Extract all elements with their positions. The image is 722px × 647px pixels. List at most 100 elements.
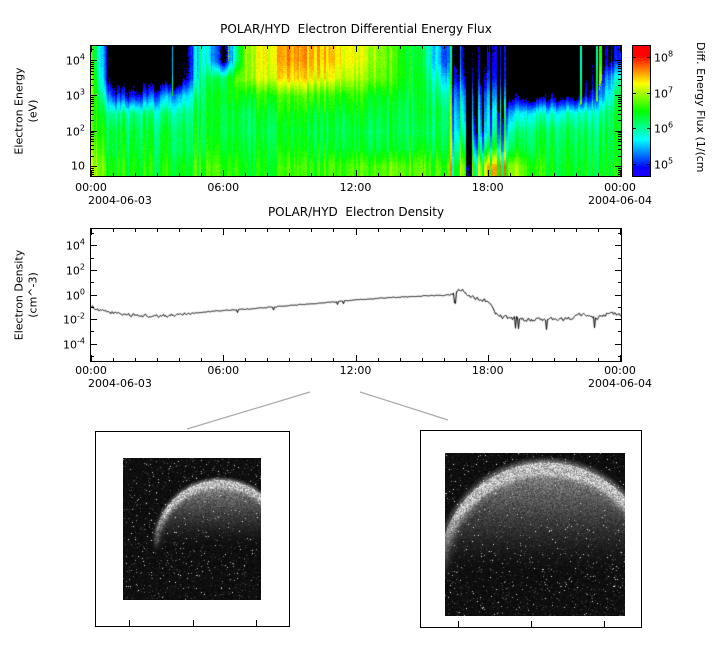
connector-line-right — [359, 391, 449, 421]
x-major-tick — [356, 355, 357, 361]
x-major-tick — [91, 355, 92, 361]
spectrogram-canvas — [91, 46, 621, 176]
y-minor-tick — [618, 114, 621, 115]
spectrogram-y-axis-label-line2: (eV) — [27, 99, 40, 123]
x-major-tick — [223, 170, 224, 176]
x-major-tick — [620, 170, 621, 176]
x-minor-tick — [201, 173, 202, 176]
y-minor-tick — [618, 110, 621, 111]
y-minor-tick — [91, 74, 94, 75]
x-tick-label: 00:00 — [75, 181, 107, 194]
y-minor-tick — [618, 132, 621, 133]
y-minor-tick — [618, 174, 621, 175]
x-minor-tick — [311, 173, 312, 176]
x-minor-tick — [422, 358, 423, 361]
x-minor-tick — [422, 173, 423, 176]
y-minor-tick — [618, 101, 621, 102]
y-minor-tick — [618, 66, 621, 67]
y-major-tick — [615, 270, 621, 271]
y-tick-label: 104 — [65, 237, 85, 253]
colorbar-axis-label: Diff. Energy Flux (1/(cm — [694, 42, 707, 173]
x-tick-label: 00:00 — [75, 364, 107, 377]
frame-tick — [193, 620, 194, 626]
y-tick-label: 104 — [65, 52, 85, 68]
y-tick-label: 102 — [65, 123, 85, 139]
y-minor-tick — [91, 156, 94, 157]
y-minor-tick — [91, 101, 94, 102]
y-tick-label: 100 — [65, 287, 85, 303]
spectrogram-end-date: 2004-06-04 — [588, 194, 652, 207]
colorbar-tick — [633, 128, 636, 129]
y-minor-tick — [91, 307, 94, 308]
y-minor-tick — [91, 282, 94, 283]
y-minor-tick — [91, 97, 94, 98]
y-minor-tick — [91, 106, 94, 107]
y-major-tick — [615, 166, 621, 167]
x-minor-tick — [532, 173, 533, 176]
y-major-tick — [91, 131, 97, 132]
x-major-tick — [91, 229, 92, 235]
x-minor-tick — [510, 46, 511, 49]
x-minor-tick — [510, 358, 511, 361]
density-end-date: 2004-06-04 — [588, 377, 652, 390]
x-minor-tick — [333, 229, 334, 232]
x-major-tick — [223, 355, 224, 361]
x-minor-tick — [311, 46, 312, 49]
y-minor-tick — [618, 74, 621, 75]
x-minor-tick — [179, 358, 180, 361]
y-minor-tick — [91, 233, 94, 234]
x-major-tick — [488, 46, 489, 52]
y-minor-tick — [618, 97, 621, 98]
x-minor-tick — [245, 358, 246, 361]
y-major-tick — [91, 245, 97, 246]
x-minor-tick — [157, 46, 158, 49]
y-major-tick — [91, 295, 97, 296]
x-minor-tick — [157, 173, 158, 176]
y-minor-tick — [91, 66, 94, 67]
x-minor-tick — [179, 229, 180, 232]
x-minor-tick — [113, 46, 114, 49]
frame-tick — [458, 621, 459, 627]
x-minor-tick — [400, 229, 401, 232]
y-minor-tick — [91, 139, 94, 140]
x-major-tick — [620, 355, 621, 361]
x-minor-tick — [400, 173, 401, 176]
x-minor-tick — [422, 46, 423, 49]
y-minor-tick — [91, 174, 94, 175]
x-minor-tick — [400, 46, 401, 49]
colorbar-tick-label: 106 — [654, 120, 674, 136]
y-minor-tick — [618, 149, 621, 150]
density-y-axis-label-line2: (cm^-3) — [27, 272, 40, 318]
y-minor-tick — [618, 79, 621, 80]
x-minor-tick — [267, 358, 268, 361]
frame-tick — [531, 621, 532, 627]
x-minor-tick — [135, 229, 136, 232]
y-minor-tick — [91, 134, 94, 135]
x-minor-tick — [333, 358, 334, 361]
y-minor-tick — [91, 64, 94, 65]
y-minor-tick — [91, 145, 94, 146]
x-major-tick — [356, 229, 357, 235]
x-minor-tick — [598, 229, 599, 232]
y-major-tick — [91, 95, 97, 96]
x-minor-tick — [598, 46, 599, 49]
x-minor-tick — [444, 46, 445, 49]
colorbar-tick — [647, 128, 650, 129]
x-tick-label: 00:00 — [604, 364, 636, 377]
x-minor-tick — [201, 229, 202, 232]
y-minor-tick — [91, 168, 94, 169]
x-minor-tick — [554, 173, 555, 176]
y-major-tick — [615, 95, 621, 96]
y-minor-tick — [618, 62, 621, 63]
x-minor-tick — [311, 358, 312, 361]
y-minor-tick — [618, 356, 621, 357]
x-minor-tick — [466, 358, 467, 361]
x-tick-label: 12:00 — [339, 181, 372, 194]
x-minor-tick — [554, 46, 555, 49]
colorbar-canvas — [633, 46, 650, 176]
x-minor-tick — [576, 173, 577, 176]
y-minor-tick — [618, 331, 621, 332]
x-tick-label: 18:00 — [471, 181, 504, 194]
y-minor-tick — [618, 68, 621, 69]
spectrogram-start-date: 2004-06-03 — [88, 194, 152, 207]
